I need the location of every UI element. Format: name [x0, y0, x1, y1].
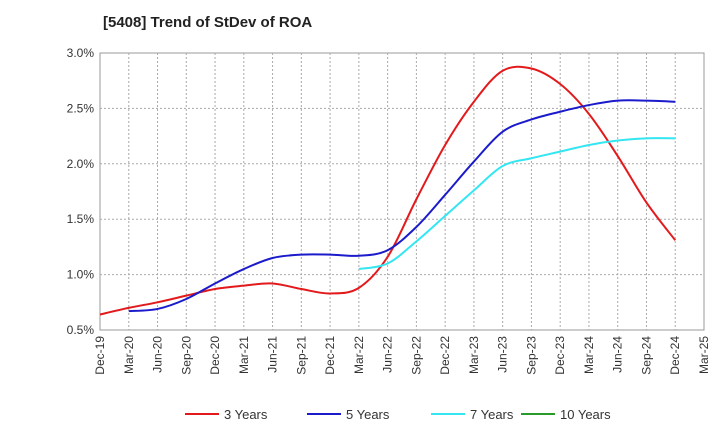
legend-label: 3 Years	[224, 407, 268, 422]
y-tick-label: 1.0%	[67, 268, 95, 282]
y-tick-label: 1.5%	[67, 212, 95, 226]
chart-title: [5408] Trend of StDev of ROA	[103, 14, 313, 31]
x-tick-label: Mar-23	[467, 336, 481, 374]
y-tick-label: 2.5%	[67, 101, 95, 115]
y-axis-ticks: 0.5% 1.0% 1.5% 2.0% 2.5% 3.0%	[67, 46, 95, 337]
y-tick-label: 0.5%	[67, 323, 95, 337]
x-tick-label: Dec-21	[323, 336, 337, 375]
x-tick-label: Mar-24	[582, 336, 596, 374]
series-line-5-years	[128, 99, 676, 313]
x-tick-label: Jun-20	[151, 336, 165, 373]
x-tick-label: Jun-22	[381, 336, 395, 373]
x-tick-label: Mar-21	[237, 336, 251, 374]
x-tick-label: Dec-24	[668, 336, 682, 375]
legend: 3 Years 5 Years 7 Years 10 Years	[185, 407, 611, 422]
grid-layer	[100, 53, 704, 330]
legend-label: 7 Years	[470, 407, 514, 422]
x-tick-label: Jun-24	[611, 336, 625, 373]
x-axis-ticks: Dec-19 Mar-20 Jun-20 Sep-20 Dec-20 Mar-21 Jun-…	[93, 336, 711, 375]
x-tick-label: Mar-25	[697, 336, 711, 374]
x-tick-label: Dec-20	[208, 336, 222, 375]
plot-area	[99, 52, 705, 331]
x-tick-label: Sep-21	[294, 336, 308, 375]
legend-label: 5 Years	[346, 407, 390, 422]
x-tick-label: Jun-21	[266, 336, 280, 373]
legend-label: 10 Years	[560, 407, 611, 422]
x-tick-label: Sep-22	[409, 336, 423, 375]
y-tick-label: 3.0%	[67, 46, 95, 60]
series-line-7-years	[358, 137, 676, 271]
x-tick-label: Dec-23	[553, 336, 567, 375]
x-tick-label: Sep-20	[179, 336, 193, 375]
series-layer	[99, 65, 677, 316]
x-tick-label: Dec-19	[93, 336, 107, 375]
x-tick-label: Sep-23	[524, 336, 538, 375]
y-tick-label: 2.0%	[67, 157, 95, 171]
x-tick-label: Mar-20	[122, 336, 136, 374]
x-tick-label: Sep-24	[639, 336, 653, 375]
x-tick-label: Dec-22	[438, 336, 452, 375]
x-tick-label: Mar-22	[352, 336, 366, 374]
x-tick-label: Jun-23	[496, 336, 510, 373]
